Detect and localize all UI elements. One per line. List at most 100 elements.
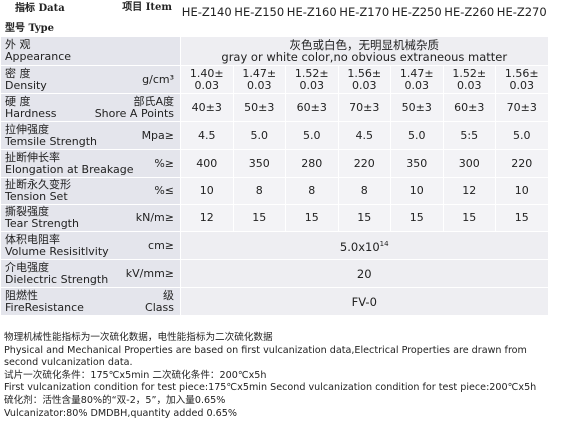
value-cell: 5.0 xyxy=(495,121,549,150)
name-cn: 介电强度 xyxy=(5,260,49,274)
value: 1.56± xyxy=(347,66,382,80)
name-cn: 外 观 xyxy=(5,38,31,51)
unit: %≥ xyxy=(154,157,174,170)
value-cell: 400 xyxy=(180,149,234,178)
value-cell: 350 xyxy=(390,149,444,178)
property-label: 撕裂强度 Tear Strength kN/m≥ xyxy=(0,204,181,232)
unit-line: %≤ xyxy=(154,184,174,197)
model-name: HE-Z150 xyxy=(234,5,285,19)
merged-value: 5.0x1014 xyxy=(339,239,389,254)
table-body: 指标 Data 项目 Item 型号 Type HE-Z140 HE-Z150 HE… xyxy=(0,0,549,316)
item-label: 项目 Item xyxy=(122,2,172,13)
value: 0.03 xyxy=(247,78,272,92)
property-label: 阻燃性 FireResistance 级 Class xyxy=(0,287,181,316)
name-en: Volume Resisitlvity xyxy=(5,244,109,258)
value: 8 xyxy=(360,184,368,197)
note-line: 硫化剂：活性含量80%的“双-2，5”，加入量0.65% xyxy=(4,394,226,406)
property-label: 硬 度 Hardness 部氏A度 Shore A Points xyxy=(0,93,181,122)
value-cell: 350 xyxy=(232,149,286,178)
value: 15 xyxy=(304,211,319,224)
property-row: 密 度 Density g/cm³ 1.40± 0.03 1.47± 0.03 1.52± 0.… xyxy=(0,65,549,94)
name-cn: 拉伸强度 xyxy=(5,122,49,136)
value-cell: 15 xyxy=(390,204,444,232)
value-cell: 15 xyxy=(495,204,549,232)
value: 300 xyxy=(458,156,480,170)
value: 280 xyxy=(301,156,323,170)
unit-line: kN/m≥ xyxy=(135,211,174,224)
value: 12 xyxy=(199,211,214,224)
value: 15 xyxy=(252,211,267,224)
unit: kV/mm≥ xyxy=(126,267,174,280)
name-en: Elongation at Breakage xyxy=(5,162,134,176)
value: 400 xyxy=(196,156,218,170)
name-en: FireResistance xyxy=(5,300,84,314)
type-label: 型号 Type xyxy=(5,23,54,34)
name-cn: 扯断伸长率 xyxy=(5,150,60,164)
value-cell: 12 xyxy=(442,177,496,205)
value-cell: 220 xyxy=(337,149,391,178)
value: 70±3 xyxy=(349,100,380,114)
value-cell: 40±3 xyxy=(180,93,234,122)
value-cell: 60±3 xyxy=(442,93,496,122)
model-name: HE-Z160 xyxy=(286,5,337,19)
unit: cm≥ xyxy=(148,239,174,252)
value: 1.47± xyxy=(242,66,277,80)
value-cell: 15 xyxy=(442,204,496,232)
unit: 级 Class xyxy=(145,289,174,314)
value: 0.03 xyxy=(509,78,535,92)
value-cell: 4.5 xyxy=(180,121,234,150)
value-cell: 12 xyxy=(180,204,234,232)
property-row: 硬 度 Hardness 部氏A度 Shore A Points 40±3 50±3 60±… xyxy=(0,93,549,122)
value: 15 xyxy=(409,211,424,224)
model-header: HE-Z170 xyxy=(337,0,391,37)
merged-cell: 20 xyxy=(180,259,549,288)
value: 0.03 xyxy=(299,78,325,92)
value: 12 xyxy=(462,184,477,197)
model-header: HE-Z270 xyxy=(495,0,549,37)
value-cell: 15 xyxy=(285,204,339,232)
value: 0.03 xyxy=(404,78,430,92)
value: 10 xyxy=(409,184,424,197)
model-header: HE-Z150 xyxy=(232,0,286,37)
value-cell: 8 xyxy=(232,177,286,205)
merged-value: 20 xyxy=(356,266,372,281)
property-label: 外 观 Appearance xyxy=(0,36,181,66)
unit-line: g/cm³ xyxy=(142,72,174,86)
model-header: HE-Z160 xyxy=(285,0,339,37)
value-cell: 1.40± 0.03 xyxy=(180,65,234,94)
spec-table: 指标 Data 项目 Item 型号 Type HE-Z140 HE-Z150 HE… xyxy=(0,0,549,316)
value: 5.0 xyxy=(250,128,269,142)
unit-line: Shore A Points xyxy=(94,107,174,120)
value: 5.0 xyxy=(513,128,531,142)
property-row: 扯断伸长率 Elongation at Breakage %≥ 400 350 280 22… xyxy=(0,149,549,178)
unit: kN/m≥ xyxy=(136,212,174,224)
value: 220 xyxy=(353,156,375,170)
merged-cell: FV-0 xyxy=(180,287,549,316)
property-row: 体积电阻率 Volume Resisitlvity cm≥ 5.0x1014 xyxy=(0,231,549,260)
merged-cell: 5.0x1014 xyxy=(180,231,549,260)
property-label: 扯断伸长率 Elongation at Breakage %≥ xyxy=(0,149,181,178)
unit-line: Class xyxy=(145,301,174,314)
value-cell: 60±3 xyxy=(285,93,339,122)
value-cell: 1.52± 0.03 xyxy=(442,65,496,94)
value: 0.03 xyxy=(194,78,220,92)
name-en: Hardness xyxy=(5,106,57,120)
value: 70±3 xyxy=(506,100,537,114)
unit-line: 级 xyxy=(163,289,174,302)
value: 1.56± xyxy=(504,66,539,80)
value: 15 xyxy=(357,211,372,224)
value-cell: 5.0 xyxy=(285,121,339,150)
value: 4.5 xyxy=(198,128,216,142)
value: 60±3 xyxy=(296,100,327,114)
value: 5:5 xyxy=(460,128,479,142)
name-cn: 密 度 xyxy=(5,66,31,80)
value-cell: 5:5 xyxy=(442,121,496,150)
value: 0.03 xyxy=(457,78,482,92)
data-label: 指标 Data xyxy=(15,3,65,14)
value-cell: 8 xyxy=(337,177,391,205)
value-cell: 1.47± 0.03 xyxy=(390,65,444,94)
header-row: 指标 Data 项目 Item 型号 Type HE-Z140 HE-Z150 HE… xyxy=(0,0,549,37)
value: 5.0 xyxy=(408,128,426,142)
name-en: Temsile Strength xyxy=(5,134,98,148)
